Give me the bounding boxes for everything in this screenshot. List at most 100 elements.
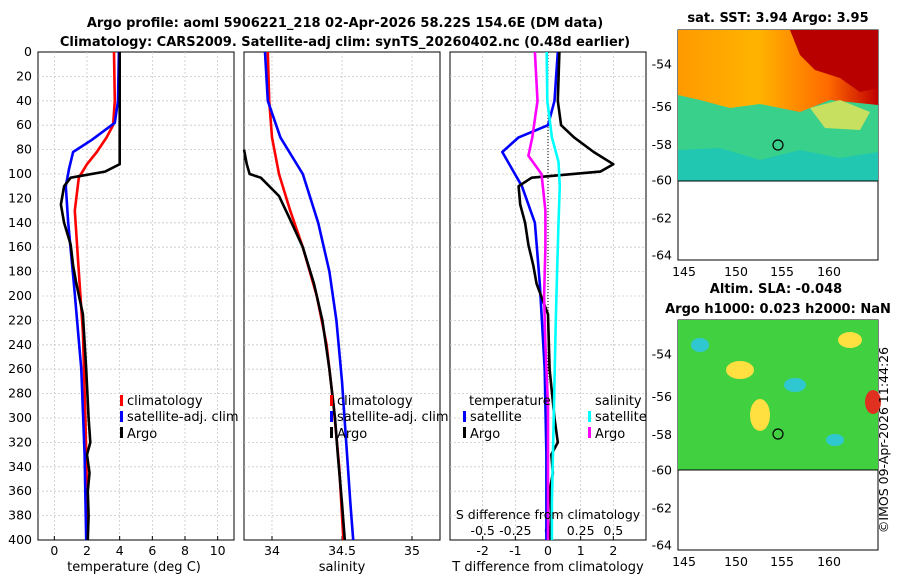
- map-y-tick-label: -60: [652, 463, 672, 478]
- y-tick-label: 40: [16, 93, 32, 108]
- legend-label-temp-argo: Argo: [470, 427, 500, 442]
- figure-title-line2: Climatology: CARS2009. Satellite-adj cli…: [60, 35, 630, 50]
- y-tick-label: 240: [8, 337, 32, 352]
- x-tick-label: 1: [577, 543, 585, 558]
- sst-argo-marker: [772, 139, 784, 151]
- x-tick-label: 0: [50, 543, 58, 558]
- sla-map: [677, 319, 881, 551]
- map-y-tick-label: -58: [652, 137, 672, 152]
- sst-map: [677, 29, 879, 261]
- series-line-salinity-argo: [527, 51, 550, 540]
- legend-label-sal-satellite: satellite: [595, 410, 647, 425]
- sst-hot-region: [790, 30, 878, 92]
- map-x-tick-label: 160: [817, 554, 841, 569]
- x2-tick-label: -0.25: [499, 523, 531, 538]
- y-tick-label: 320: [8, 434, 32, 449]
- sla-yellow-blob: [726, 361, 754, 379]
- difference-xlabel: T difference from climatology: [451, 560, 644, 575]
- y-tick-label: 0: [24, 44, 32, 59]
- map-y-tick-label: -56: [652, 389, 672, 404]
- x-tick-label: 8: [181, 543, 189, 558]
- map-y-tick-label: -58: [652, 427, 672, 442]
- map-y-tick-label: -62: [652, 501, 672, 516]
- map-x-tick-label: 150: [724, 554, 748, 569]
- legend-swatch-argo: [330, 427, 333, 438]
- sla-cyan-blob: [784, 378, 806, 392]
- legend-swatch-argo: [120, 427, 123, 438]
- series-line-satellite-adj-clim: [64, 51, 121, 541]
- legend-swatch-satellite: [120, 411, 123, 422]
- figure-title-line1: Argo profile: aoml 5906221_218 02-Apr-20…: [87, 16, 603, 31]
- x-tick-label: 10: [210, 543, 226, 558]
- series-line-satellite-adj-clim: [263, 51, 355, 541]
- sla-cyan-blob: [826, 434, 844, 446]
- credit-text: ©IMOS 09-Apr-2026 11:44:26: [876, 347, 891, 533]
- x-tick-label: 6: [148, 543, 156, 558]
- legend-label-satellite: satellite-adj. clim: [127, 410, 239, 425]
- difference-x2label: S difference from climatology: [456, 507, 641, 522]
- legend-label-climatology: climatology: [127, 394, 203, 409]
- sla-yellow-blob: [750, 399, 770, 431]
- x-tick-label: 0: [544, 543, 552, 558]
- y-tick-label: 380: [8, 508, 32, 523]
- y-tick-label: 120: [8, 190, 32, 205]
- map-x-tick-label: 145: [672, 554, 696, 569]
- map-x-tick-label: 155: [770, 554, 794, 569]
- y-tick-label: 180: [8, 264, 32, 279]
- x-tick-label: 2: [609, 543, 617, 558]
- x-tick-label: 2: [83, 543, 91, 558]
- y-tick-label: 280: [8, 386, 32, 401]
- x-tick-label: -2: [476, 543, 488, 558]
- sst-map-title: sat. SST: 3.94 Argo: 3.95: [687, 11, 868, 26]
- x-tick-label: -1: [509, 543, 521, 558]
- map-x-tick-label: 155: [770, 264, 794, 279]
- y-tick-label: 260: [8, 361, 32, 376]
- y-tick-label: 100: [8, 166, 32, 181]
- series-line-argo: [59, 52, 121, 541]
- legend-label-argo: Argo: [337, 427, 367, 442]
- y-tick-label: 220: [8, 312, 32, 327]
- legend-swatch-climatology: [330, 395, 333, 406]
- y-tick-label: 20: [16, 68, 32, 83]
- sla-map-title-line2: Argo h1000: 0.023 h2000: NaN: [665, 302, 891, 317]
- legend-swatch-climatology: [120, 395, 123, 406]
- y-tick-label: 300: [8, 410, 32, 425]
- legend-swatch-temp-satellite: [463, 411, 466, 422]
- y-tick-label: 140: [8, 215, 32, 230]
- legend-label-argo: Argo: [127, 427, 157, 442]
- y-tick-label: 340: [8, 459, 32, 474]
- map-x-tick-label: 150: [724, 264, 748, 279]
- legend-title-temperature: temperature: [469, 394, 551, 409]
- legend-swatch-temp-argo: [463, 427, 466, 438]
- sst-yellow-patch: [810, 100, 870, 130]
- y-tick-label: 200: [8, 288, 32, 303]
- y-tick-label: 400: [8, 532, 32, 547]
- x2-tick-label: -0.5: [470, 523, 494, 538]
- map-y-tick-label: -54: [652, 57, 672, 72]
- legend-label-temp-satellite: satellite: [470, 410, 522, 425]
- map-y-tick-label: -54: [652, 347, 672, 362]
- legend-swatch-sal-argo: [588, 427, 591, 438]
- map-x-tick-label: 145: [672, 264, 696, 279]
- salinity-panel: 34 34.5 35: [242, 51, 441, 558]
- sst-mid-region: [678, 148, 878, 181]
- legend-label-sal-argo: Argo: [595, 427, 625, 442]
- legend-label-satellite: satellite-adj. clim: [337, 410, 449, 425]
- sla-red-blob: [865, 390, 881, 414]
- legend-label-climatology: climatology: [337, 394, 413, 409]
- salinity-xlabel: salinity: [319, 560, 366, 575]
- sla-argo-marker: [772, 428, 784, 440]
- series-line-salinity-satellite: [545, 51, 562, 540]
- x-tick-label: 34.5: [328, 543, 356, 558]
- sla-cyan-blob: [691, 338, 709, 352]
- map-y-tick-label: -56: [652, 99, 672, 114]
- legend-title-salinity: salinity: [595, 394, 642, 409]
- map-x-tick-label: 160: [817, 264, 841, 279]
- y-tick-label: 160: [8, 239, 32, 254]
- map-y-tick-label: -64: [652, 247, 672, 262]
- y-tick-label: 80: [16, 142, 32, 157]
- temperature-xlabel: temperature (deg C): [67, 560, 201, 575]
- y-tick-label: 60: [16, 117, 32, 132]
